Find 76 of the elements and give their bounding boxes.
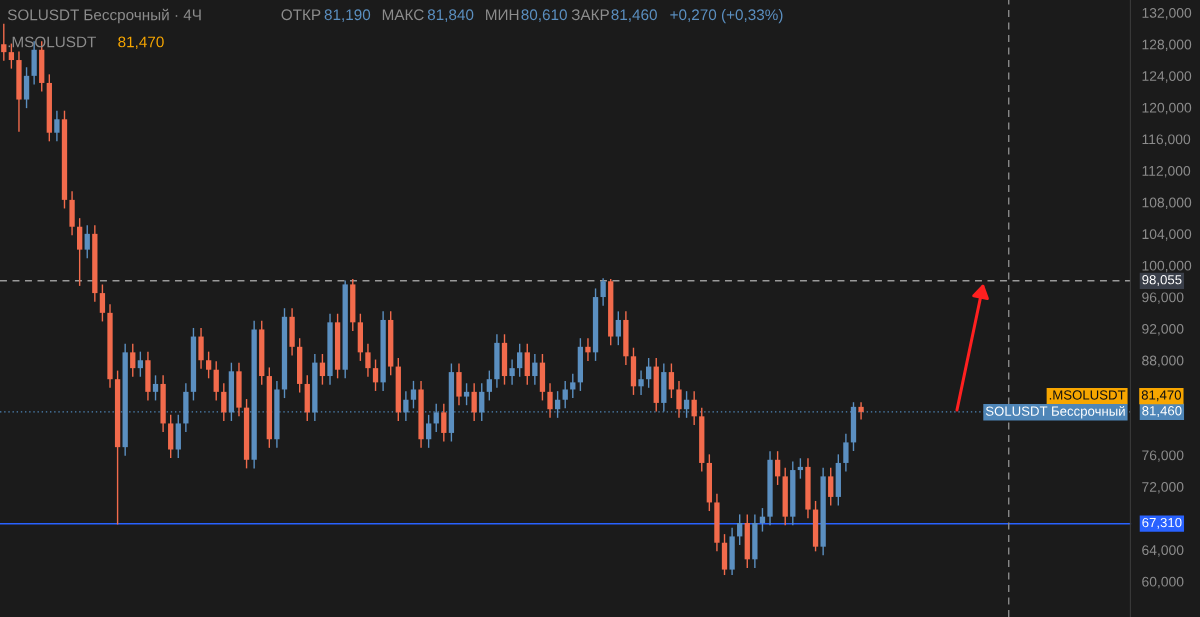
candlestick: [638, 370, 644, 395]
annotation: SOLUSDT Бессрочный: [985, 405, 1125, 419]
annotation: 80,610: [521, 9, 567, 22]
candlestick: [858, 402, 864, 420]
candlestick: [213, 361, 219, 401]
candlestick: [221, 383, 227, 421]
candlestick: [547, 383, 553, 418]
candlestick: [23, 67, 30, 109]
candlestick: [570, 373, 576, 399]
candlestick: [372, 359, 379, 391]
candlestick: [828, 467, 834, 506]
candlestick: [676, 380, 682, 418]
ref-line-label: 81,460: [1142, 406, 1182, 418]
candlestick: [1, 23, 7, 61]
ref-line-label: 98,055: [1142, 275, 1182, 286]
annotation: МИН: [486, 9, 519, 20]
candlestick: [410, 380, 417, 409]
candlestick: [54, 110, 60, 142]
annotation: 81,190: [324, 9, 371, 22]
text: SOLUSDT Бессрочный · 4Ч: [7, 8, 201, 24]
y-tick-label: 116,000: [1142, 134, 1191, 146]
candlestick: [509, 359, 515, 385]
y-tick-label: 76,000: [1142, 450, 1184, 462]
candlestick: [137, 351, 144, 377]
candlestick: [365, 343, 371, 377]
candlestick: [471, 383, 477, 421]
y-tick-label: 72,000: [1142, 481, 1184, 494]
candlestick: [524, 343, 530, 385]
candlestick: [585, 338, 591, 361]
candlestick: [737, 514, 743, 546]
y-tick-label: 128,000: [1142, 39, 1192, 52]
candlestick: [843, 433, 849, 472]
candlestick: [99, 284, 106, 322]
candlestick: [600, 278, 606, 306]
candlestick: [691, 391, 697, 425]
y-tick-label: 100,000: [1142, 260, 1192, 273]
candlestick: [463, 383, 470, 406]
candlestick: [425, 414, 432, 448]
ref-line-label: 67,310: [1142, 517, 1182, 529]
candlestick: [562, 380, 568, 409]
candlestick: [517, 343, 523, 377]
candlestick: [532, 354, 538, 385]
candlestick: [77, 218, 83, 286]
annotation: ЗАКР: [571, 9, 609, 21]
y-tick-label: 104,000: [1142, 229, 1192, 241]
candlestick: [198, 327, 204, 369]
y-tick-label: 88,000: [1142, 355, 1184, 368]
candlestick: [668, 363, 675, 399]
y-tick-label: 132,000: [1142, 7, 1192, 20]
y-tick-label: 92,000: [1142, 323, 1184, 336]
candlestick: [615, 311, 621, 346]
annotation: .MSOLUSDT: [1049, 390, 1126, 400]
annotation: .MSOLUSDT: [8, 36, 96, 48]
candlestick: [319, 354, 326, 385]
annotation: ОТКР: [281, 9, 321, 21]
annotation: 81,840: [427, 9, 474, 22]
annotation: +0,270 (+0,33%): [670, 8, 783, 24]
candlestick: [84, 225, 90, 259]
candlestick: [130, 343, 136, 377]
candlestick: [486, 370, 492, 401]
annotation: МАКС: [382, 9, 424, 21]
annotation: 81,460: [611, 9, 657, 22]
annotation: 81,470: [118, 36, 164, 50]
y-tick-label: 112,000: [1142, 165, 1191, 178]
y-tick-label: 64,000: [1142, 545, 1184, 557]
candlestick: [152, 375, 159, 401]
candlestick: [774, 451, 781, 485]
y-tick-label: 96,000: [1142, 292, 1184, 304]
y-tick-label: 124,000: [1142, 71, 1192, 83]
candlestick: [646, 357, 652, 388]
text: 81,470: [1141, 390, 1182, 402]
y-tick-label: 120,000: [1142, 102, 1192, 115]
y-tick-label: 60,000: [1142, 576, 1184, 589]
y-tick-label: 108,000: [1142, 197, 1192, 210]
candlestick: [441, 403, 447, 442]
candlestick: [205, 351, 212, 379]
